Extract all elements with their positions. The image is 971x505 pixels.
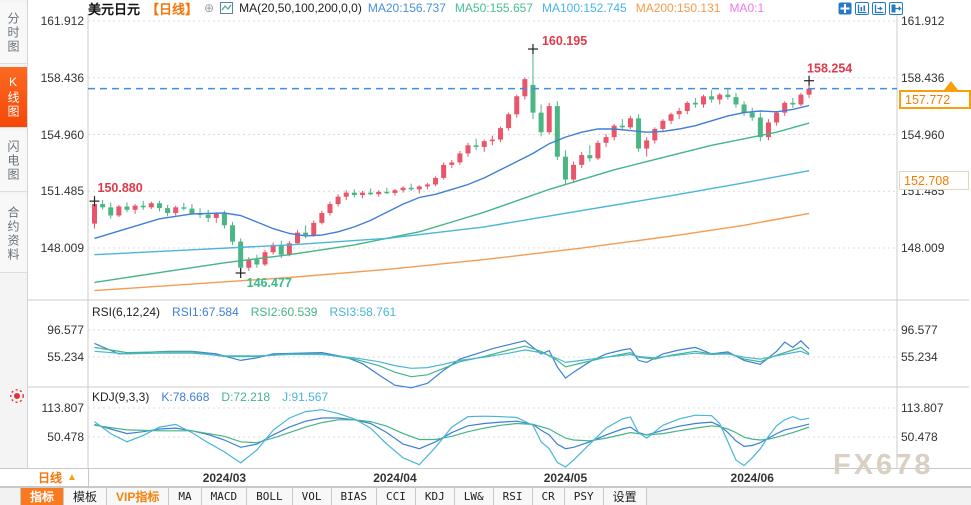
live-dot-icon[interactable] bbox=[9, 388, 25, 404]
sidebar-tab-flash[interactable]: 闪电图 bbox=[0, 131, 27, 192]
axis-zoom-icon[interactable] bbox=[855, 2, 869, 15]
current-price-value: 157.772 bbox=[905, 92, 951, 107]
sidebar-tab-label: 分时图 bbox=[6, 12, 20, 54]
toolbar-item-bias[interactable]: BIAS bbox=[331, 488, 377, 505]
toolbar-item-ma[interactable]: MA bbox=[169, 488, 202, 505]
bottom-toolbar: 指标 模板 VIP指标 MA MACD BOLL VOL BIAS CCI KDJ LW& RSI CR… bbox=[0, 487, 971, 505]
axis-tick-label: 50.478 bbox=[47, 430, 84, 444]
axis-tick-label: 113.807 bbox=[41, 401, 85, 415]
sidebar-tab-label: 合约资料 bbox=[6, 205, 20, 262]
price-up-arrow-icon bbox=[944, 81, 958, 90]
axis-tick-label: 151.485 bbox=[40, 184, 84, 199]
period-selector[interactable]: 日线 ▲ bbox=[27, 469, 89, 486]
svg-text:150.880: 150.880 bbox=[98, 181, 143, 195]
axis-tick-label: 96.577 bbox=[901, 323, 938, 337]
chart-header: 美元日元 【日线】 ⊕ MA(20,50,100,200,0,0) MA20:1… bbox=[88, 0, 773, 17]
rsi-header: RSI(6,12,24) RSI1:67.584 RSI2:60.539 RSI3:… bbox=[92, 305, 396, 319]
date-axis-label: 2024/03 bbox=[202, 471, 247, 485]
chart-tools bbox=[838, 2, 903, 15]
svg-text:158.254: 158.254 bbox=[807, 62, 852, 76]
sidebar-tab-label: K线图 bbox=[6, 75, 20, 119]
sidebar-tab-contract-info[interactable]: 合约资料 bbox=[0, 195, 27, 273]
toolbar-item-vol[interactable]: VOL bbox=[292, 488, 332, 505]
ma-mini-chart-icon[interactable] bbox=[220, 2, 234, 14]
ma-params-label: MA(20,50,100,200,0,0) bbox=[239, 1, 362, 15]
axis-tick-label: 158.436 bbox=[901, 70, 945, 85]
sidebar: 分时图 K线图 闪电图 合约资料 bbox=[0, 0, 28, 468]
chevron-up-icon: ▲ bbox=[67, 472, 77, 483]
svg-text:160.195: 160.195 bbox=[542, 34, 587, 48]
sidebar-tab-label: 闪电图 bbox=[6, 140, 20, 182]
period-tag: 【日线】 bbox=[146, 1, 199, 17]
ma-readout: MA0:1 bbox=[729, 1, 765, 15]
ma-readout: MA200:150.131 bbox=[635, 1, 721, 15]
toolbar-item-psy[interactable]: PSY bbox=[564, 488, 604, 505]
toolbar-item-cci[interactable]: CCI bbox=[377, 488, 416, 505]
toolbar-item-模板[interactable]: 模板 bbox=[64, 488, 108, 505]
axis-tick-label: 55.234 bbox=[901, 350, 938, 364]
toolbar-item-指标[interactable]: 指标 bbox=[21, 488, 65, 505]
period-selector-label: 日线 bbox=[38, 471, 63, 485]
sidebar-tab-kline[interactable]: K线图 bbox=[0, 67, 27, 128]
ma-readout: MA20:156.737 bbox=[367, 1, 446, 15]
svg-text:146.477: 146.477 bbox=[247, 276, 292, 290]
axis-pan-icon[interactable] bbox=[872, 2, 886, 15]
toolbar-item-设置[interactable]: 设置 bbox=[603, 488, 647, 505]
axis-tick-label: 113.807 bbox=[901, 401, 944, 415]
sidebar-tab-timeshare[interactable]: 分时图 bbox=[0, 3, 27, 64]
date-axis-label: 2024/04 bbox=[373, 471, 417, 485]
export-chart-icon[interactable] bbox=[889, 2, 903, 15]
kdj-header: KDJ(9,3,3) K:78.668 D:72.218 J:91.567 bbox=[92, 390, 328, 404]
rsi-params-label: RSI(6,12,24) bbox=[92, 305, 161, 319]
axis-tick-label: 148.009 bbox=[901, 241, 945, 255]
symbol-title: 美元日元 bbox=[88, 1, 141, 17]
rsi-readout: RSI3:58.761 bbox=[329, 305, 397, 319]
date-axis-label: 2024/05 bbox=[543, 471, 588, 485]
axis-tick-label: 161.912 bbox=[901, 14, 945, 28]
axis-tick-label: 96.577 bbox=[47, 323, 84, 337]
rsi-readout: RSI2:60.539 bbox=[250, 305, 318, 319]
ma-readout: MA100:152.745 bbox=[541, 1, 627, 15]
kdj-readout: J:91.567 bbox=[282, 390, 329, 404]
axis-tick-label: 154.960 bbox=[40, 127, 84, 142]
kdj-readout: D:72.218 bbox=[221, 390, 271, 404]
date-axis-label: 2024/06 bbox=[730, 471, 774, 485]
rsi-readout: RSI1:67.584 bbox=[172, 305, 239, 319]
axis-tick-label: 154.960 bbox=[901, 127, 945, 142]
kdj-params-label: KDJ(9,3,3) bbox=[92, 390, 150, 404]
axis-tick-label: 161.912 bbox=[40, 14, 84, 28]
ma-readouts: MA20:156.737 MA50:155.657 MA100:152.745 MA2… bbox=[368, 1, 773, 15]
axis-tick-label: 158.436 bbox=[40, 70, 84, 85]
toolbar-item-boll[interactable]: BOLL bbox=[247, 488, 293, 505]
kdj-readout: K:78.668 bbox=[161, 390, 210, 404]
toolbar-item-lw[interactable]: LW& bbox=[454, 488, 494, 505]
secondary-price-value: 152.708 bbox=[904, 173, 950, 188]
toolbar-item-cr[interactable]: CR bbox=[532, 488, 565, 505]
toolbar-item-vip指标[interactable]: VIP指标 bbox=[107, 488, 170, 505]
toolbar-item-kdj[interactable]: KDJ bbox=[415, 488, 455, 505]
toolbar-spacer bbox=[0, 488, 21, 505]
secondary-price-box: 152.708 bbox=[899, 171, 969, 190]
ma-readout: MA50:155.657 bbox=[454, 1, 533, 15]
toolbar-item-macd[interactable]: MACD bbox=[201, 488, 248, 505]
axis-tick-label: 55.234 bbox=[47, 350, 84, 364]
add-overlay-icon[interactable]: ⊕ bbox=[204, 1, 215, 15]
date-axis-row: 日线 ▲ 2024/03 2024/04 2024/05 2024/06 bbox=[0, 468, 971, 487]
current-price-box: 157.772 bbox=[899, 90, 971, 109]
axis-tick-label: 50.478 bbox=[901, 430, 938, 444]
pan-tool-icon[interactable] bbox=[838, 2, 852, 15]
axis-tick-label: 148.009 bbox=[40, 241, 84, 255]
toolbar-item-rsi[interactable]: RSI bbox=[493, 488, 533, 505]
